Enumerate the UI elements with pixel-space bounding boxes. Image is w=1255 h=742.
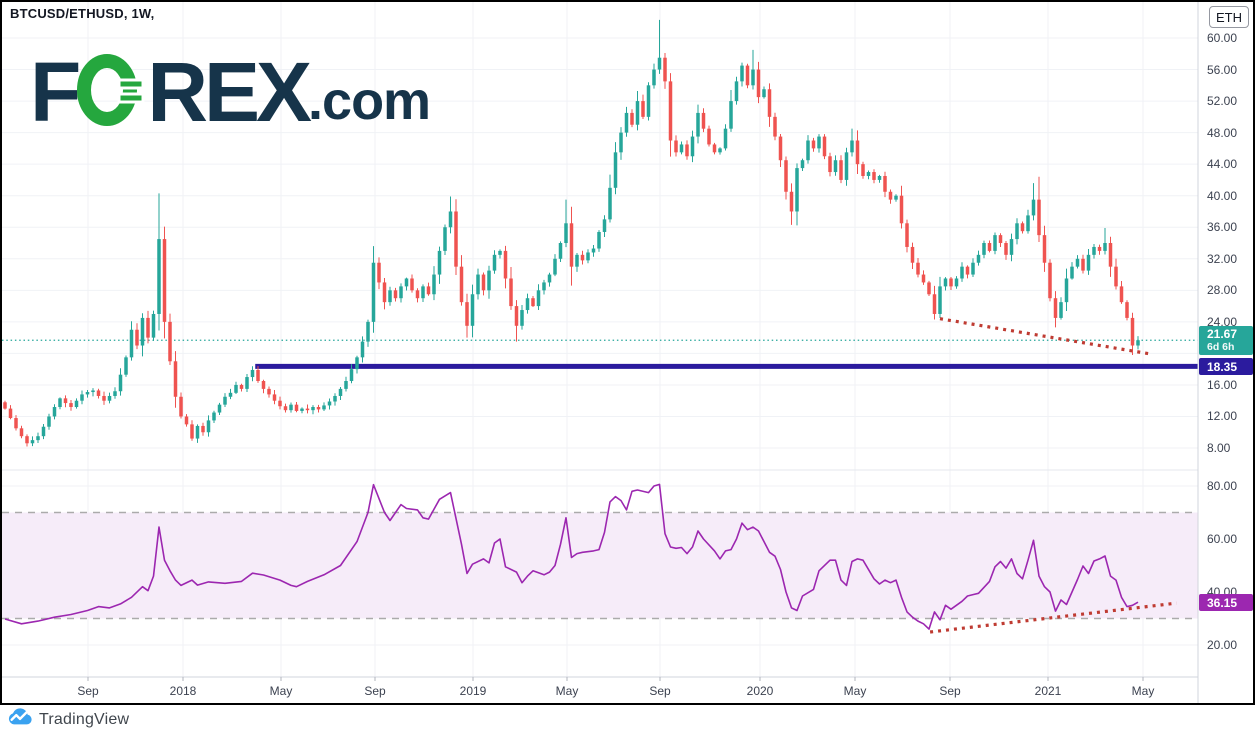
price-tick-label: 24.00	[1207, 314, 1238, 329]
price-tick-label: 28.00	[1207, 283, 1238, 298]
rsi-band	[2, 511, 1198, 620]
time-tick-label: 2018	[169, 684, 197, 698]
time-tick-label: May	[1131, 684, 1155, 698]
time-tick-label: 2019	[459, 684, 487, 698]
rsi-line	[4, 483, 1139, 630]
indicator-tick-label: 80.00	[1207, 479, 1238, 493]
price-tick-label: 12.00	[1207, 409, 1238, 424]
price-tick-label: 16.00	[1207, 377, 1238, 392]
time-tick-label: 2021	[1034, 684, 1062, 698]
tradingview-cloud-icon	[7, 708, 33, 731]
price-tick-label: 52.00	[1207, 94, 1238, 109]
support-level-label: 18.35	[1199, 358, 1253, 375]
indicator-tick-label: 60.00	[1207, 532, 1238, 546]
forex-logo-o-icon	[77, 53, 145, 131]
rsi-value-label: 36.15	[1199, 594, 1253, 611]
time-tick-label: May	[269, 684, 293, 698]
time-tick-label: Sep	[939, 684, 961, 698]
price-trendline[interactable]	[939, 317, 1153, 356]
price-tick-label: 48.00	[1207, 125, 1238, 140]
time-tick-label: Sep	[364, 684, 386, 698]
price-tick-label: 44.00	[1207, 157, 1238, 172]
price-tick-label: 40.00	[1207, 188, 1238, 203]
forex-logo-com: .com	[308, 71, 431, 131]
chart-canvas[interactable]	[0, 0, 1255, 705]
quote-currency-badge[interactable]: ETH	[1209, 6, 1249, 28]
bar-countdown: 6d 6h	[1207, 340, 1235, 353]
time-tick-label: Sep	[649, 684, 671, 698]
time-tick-label: May	[555, 684, 579, 698]
forex-logo-f: F	[30, 45, 81, 139]
price-tick-label: 56.00	[1207, 62, 1238, 77]
price-tick-label: 8.00	[1207, 441, 1231, 456]
time-tick-label: 2020	[746, 684, 774, 698]
current-price-label: 21.67 6d 6h	[1199, 326, 1253, 355]
candlestick-series	[3, 19, 1140, 447]
price-tick-label: 32.00	[1207, 251, 1238, 266]
time-tick-label: May	[843, 684, 867, 698]
time-tick-label: Sep	[77, 684, 99, 698]
symbol-title[interactable]: BTCUSD/ETHUSD, 1W,	[10, 6, 155, 21]
price-tick-label: 36.00	[1207, 220, 1238, 235]
forex-logo-rex: REX	[147, 45, 312, 139]
indicator-tick-label: 20.00	[1207, 638, 1238, 652]
rsi-trendline[interactable]	[929, 601, 1177, 634]
tradingview-logo[interactable]: TradingView	[7, 708, 129, 731]
tradingview-wordmark: TradingView	[39, 710, 130, 728]
price-tick-label: 60.00	[1207, 31, 1238, 45]
current-price-value: 21.67	[1207, 326, 1238, 341]
forex-watermark: F REX .com	[30, 45, 431, 139]
